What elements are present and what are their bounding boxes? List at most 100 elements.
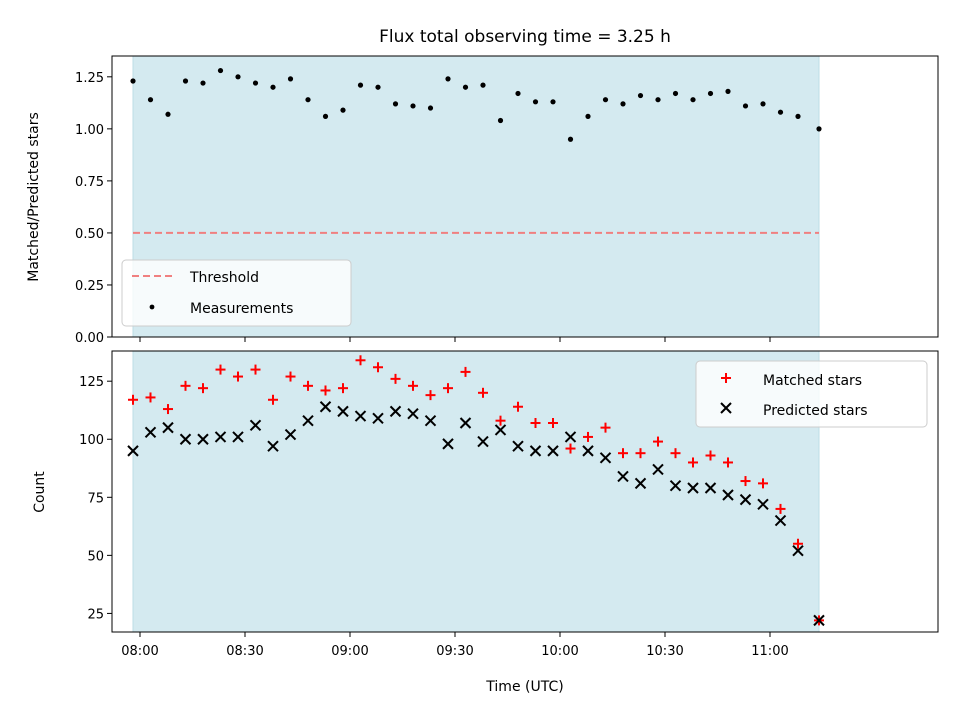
measurement-point [480,82,486,88]
matched-star-point [775,503,786,514]
predicted-star-point [372,412,384,425]
measurement-point [672,90,679,97]
measurement-point [532,99,539,105]
x-tick-label: 11:00 [751,644,788,659]
predicted-star-point [494,424,507,436]
ratio-panel: 0.00 0.25 0.50 0.75 1.00 1.25 Flux total obse… [26,27,939,346]
measurement-point [760,101,766,107]
matched-star-point [740,476,751,487]
predicted-star-point [249,419,262,432]
x-tick-label: 09:00 [331,644,368,659]
matched-legend-label: Matched stars [763,373,862,389]
y-tick-label: 0.00 [75,331,104,346]
matched-star-point [600,422,611,433]
matched-star-point [303,380,313,391]
predicted-star-point [162,421,174,434]
measurements-legend-label: Measurements [190,301,293,317]
y-tick-label: 1.00 [75,123,104,138]
measurement-point [816,126,822,132]
measurement-point [130,78,136,84]
x-tick-label: 10:00 [541,644,578,659]
predicted-star-point [302,414,314,427]
predicted-star-point [564,431,577,443]
matched-star-point [705,450,716,461]
predicted-star-point [512,440,524,452]
predicted-star-point [197,433,209,445]
matched-legend-swatch [721,373,731,383]
measurement-point [620,101,626,107]
measurement-point [585,113,591,119]
measurement-point [287,76,294,82]
predicted-star-point [337,405,349,418]
predicted-star-point [599,452,612,464]
matched-star-point [128,394,138,405]
matched-star-point [215,364,226,375]
predicted-star-point [407,407,419,420]
predicted-star-point [144,426,157,438]
matched-star-point [513,401,523,412]
x-axis-label: Time (UTC) [485,679,563,695]
predicted-star-point [179,433,192,445]
ratio-x-ticks [139,337,771,342]
y-tick-label: 75 [87,491,104,506]
matched-star-point [530,417,541,428]
predicted-legend-label: Predicted stars [763,403,868,419]
measurement-points [130,67,822,142]
measurement-point [742,103,749,109]
matched-star-point [758,478,768,489]
predicted-star-point [319,401,332,413]
matched-star-point [443,383,453,394]
matched-star-point [338,383,348,394]
measurement-point [795,113,801,119]
matched-star-point [320,385,331,396]
predicted-star-point [813,614,825,627]
predicted-star-point [582,445,594,457]
measurement-point [322,113,329,119]
measurement-point [725,88,731,94]
y-tick-label: 0.50 [75,227,104,242]
predicted-star-point [459,417,472,429]
matched-star-point [618,448,628,459]
measurement-point [515,90,521,97]
matched-star-point [723,457,733,468]
measurement-point [445,76,451,82]
matched-stars-points [128,355,824,626]
matched-star-point [198,383,208,394]
predicted-stars-points [127,401,825,627]
predicted-star-point [284,428,297,441]
measurement-point [305,97,311,103]
predicted-star-point [529,445,542,457]
count-legend: Matched stars Predicted stars [695,360,928,428]
x-tick-label: 10:30 [646,644,683,659]
ratio-legend: Threshold Measurements [121,259,352,327]
predicted-star-point [634,477,647,490]
measurement-point [707,90,714,97]
measurement-point [690,97,696,103]
measurement-point [270,84,276,90]
matched-star-point [390,373,401,384]
measurement-point [182,78,189,84]
predicted-star-point [424,414,437,427]
count-axes-frame [111,350,939,633]
matched-star-point [548,417,558,428]
ratio-axes-frame [111,55,939,338]
matched-star-point [355,355,366,366]
count-y-ticks: 25 50 75 100 125 [79,375,112,622]
predicted-star-point [267,440,279,452]
predicted-star-point [442,438,454,450]
predicted-star-point [477,435,489,448]
measurement-point [410,103,416,109]
ratio-legend-box [121,259,352,327]
measurement-point [252,80,259,86]
predicted-star-point [389,405,402,418]
predicted-star-point [127,445,139,457]
predicted-star-point [792,545,804,557]
count-y-axis-label: Count [32,471,48,513]
matched-star-point [793,538,803,549]
matched-star-point [583,431,593,442]
predicted-star-point [757,498,769,510]
measurement-point [497,117,504,124]
measurement-point [777,109,784,115]
matched-star-point [268,394,278,405]
